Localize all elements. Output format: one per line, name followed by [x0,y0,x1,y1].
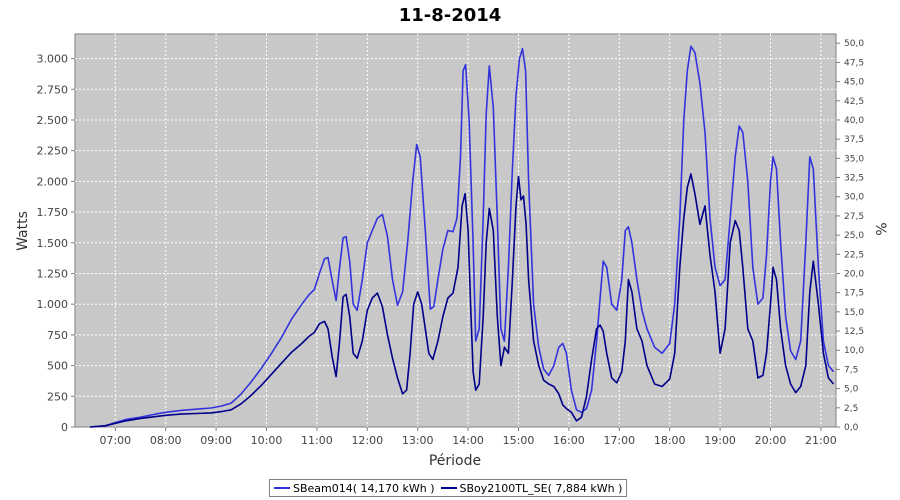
legend-swatch-sboy [440,487,457,489]
y-tick-label: 250 [47,390,68,403]
y2-tick-label: 42,5 [844,97,864,107]
x-tick-label: 07:00 [99,434,131,447]
y-axis-ticks: 0 250 500 750 1.000 1.250 1.500 1.750 2.000 2.250… [37,53,75,434]
y2-axis-label: % [872,222,888,235]
x-tick-label: 12:00 [351,434,383,447]
y-axis-label: Watts [15,211,31,251]
y2-tick-label: 50,0 [844,39,864,49]
y-tick-label: 1.250 [37,267,69,280]
y2-tick-label: 32,5 [844,174,864,184]
x-tick-label: 14:00 [452,434,484,447]
y2-axis-ticks: 0,0 2,5 5,0 7,5 10,0 12,5 15,0 17,5 20,0 22,5 25,0… [836,39,864,433]
y-tick-label: 750 [47,329,68,342]
x-tick-label: 18:00 [654,434,686,447]
y2-tick-label: 45,0 [844,78,864,88]
x-tick-label: 17:00 [603,434,635,447]
y2-tick-label: 20,0 [844,269,864,279]
series-line-sboy [90,173,835,428]
x-axis-ticks: 07:00 08:00 09:00 10:00 11:00 12:00 13:00 14:00… [99,427,837,447]
y-tick-label: 500 [47,360,68,373]
y2-tick-label: 15,0 [844,308,864,318]
y2-tick-label: 47,5 [844,58,864,68]
legend-label-sbeam: SBeam014( 14,170 kWh ) [293,481,435,495]
y2-tick-label: 12,5 [844,327,864,337]
legend-item-sbeam: SBeam014( 14,170 kWh ) [274,482,435,495]
y2-tick-label: 22,5 [844,250,864,260]
y-tick-label: 1.500 [37,237,69,250]
x-tick-label: 09:00 [200,434,232,447]
grid [75,34,836,427]
legend: SBeam014( 14,170 kWh ) SBoy2100TL_SE( 7,… [269,479,628,497]
y2-tick-label: 27,5 [844,212,864,222]
y-tick-label: 1.750 [37,206,69,219]
y-tick-label: 0 [61,421,68,434]
legend-swatch-sbeam [274,487,290,489]
y-tick-label: 2.000 [37,175,69,188]
x-tick-label: 16:00 [553,434,585,447]
x-tick-label: 11:00 [301,434,333,447]
y2-tick-label: 17,5 [844,289,864,299]
chart-svg: 11-8-2014 0 250 500 750 1.000 1.250 1.500 1.750… [15,5,888,469]
y-tick-label: 2.750 [37,83,69,96]
y-tick-label: 1.000 [37,298,69,311]
y2-tick-label: 0,0 [844,423,859,433]
series-lines [90,45,835,428]
x-tick-label: 08:00 [150,434,182,447]
y2-tick-label: 25,0 [844,231,864,241]
plot-area [74,33,837,428]
y2-tick-label: 35,0 [844,154,864,164]
y2-tick-label: 40,0 [844,116,864,126]
x-tick-label: 10:00 [251,434,283,447]
x-tick-label: 21:00 [805,434,837,447]
y2-tick-label: 5,0 [844,385,859,395]
x-tick-label: 13:00 [402,434,434,447]
y2-tick-label: 10,0 [844,346,864,356]
y2-tick-label: 30,0 [844,193,864,203]
y-tick-label: 2.500 [37,114,69,127]
x-tick-label: 15:00 [503,434,535,447]
x-tick-label: 19:00 [704,434,736,447]
x-tick-label: 20:00 [755,434,787,447]
legend-item-sboy: SBoy2100TL_SE( 7,884 kWh ) [440,481,623,495]
y2-tick-label: 7,5 [844,365,858,375]
chart-title: 11-8-2014 [399,5,502,26]
y-tick-label: 2.250 [37,145,69,158]
y2-tick-label: 2,5 [844,404,858,414]
legend-label-sboy: SBoy2100TL_SE( 7,884 kWh ) [459,481,623,495]
y-tick-label: 3.000 [37,53,69,66]
x-axis-label: Période [429,453,481,469]
y2-tick-label: 37,5 [844,135,864,145]
series-line-sbeam [90,45,835,428]
